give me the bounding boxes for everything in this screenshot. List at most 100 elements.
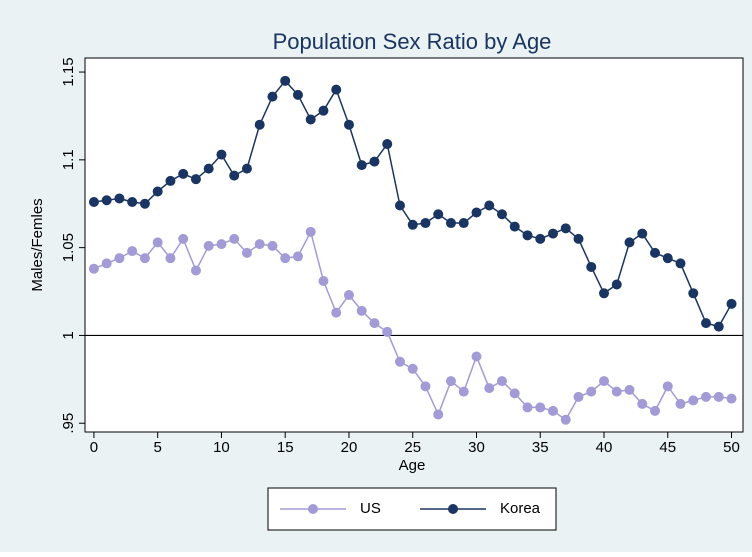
data-point	[152, 186, 163, 197]
y-tick-label: .95	[60, 413, 77, 434]
data-point	[407, 219, 418, 230]
data-point	[650, 247, 661, 258]
data-point	[701, 318, 712, 329]
data-point	[305, 114, 316, 125]
data-point	[637, 228, 648, 239]
data-point	[688, 288, 699, 299]
data-point	[433, 209, 444, 220]
data-point	[726, 393, 737, 404]
x-tick-label: 40	[596, 439, 613, 456]
data-point	[522, 230, 533, 241]
data-point	[152, 237, 163, 248]
data-point	[471, 207, 482, 218]
data-point	[560, 223, 571, 234]
x-tick-label: 30	[468, 439, 485, 456]
data-point	[190, 174, 201, 185]
data-point	[624, 384, 635, 395]
data-point	[560, 414, 571, 425]
data-point	[509, 388, 520, 399]
data-point	[292, 89, 303, 100]
data-point	[229, 233, 240, 244]
data-point	[394, 356, 405, 367]
data-point	[318, 105, 329, 116]
data-point	[394, 200, 405, 211]
data-point	[637, 398, 648, 409]
data-point	[139, 198, 150, 209]
data-point	[343, 290, 354, 301]
y-tick-label: 1.15	[60, 57, 77, 86]
data-point	[547, 228, 558, 239]
data-point	[599, 376, 610, 387]
data-point	[267, 240, 278, 251]
data-point	[229, 170, 240, 181]
data-point	[458, 218, 469, 229]
x-tick-label: 10	[213, 439, 230, 456]
data-point	[586, 261, 597, 272]
data-point	[726, 298, 737, 309]
data-point	[369, 156, 380, 167]
data-point	[420, 381, 431, 392]
data-point	[178, 168, 189, 179]
data-point	[292, 251, 303, 262]
data-point	[573, 233, 584, 244]
x-tick-label: 15	[277, 439, 294, 456]
data-point	[203, 163, 214, 174]
y-tick-label: 1.05	[60, 233, 77, 262]
data-point	[165, 253, 176, 264]
legend-marker	[308, 504, 318, 514]
data-point	[178, 233, 189, 244]
y-tick-label: 1	[60, 331, 77, 339]
data-point	[165, 175, 176, 186]
x-tick-label: 0	[90, 439, 98, 456]
data-point	[318, 275, 329, 286]
data-point	[407, 363, 418, 374]
data-point	[382, 139, 393, 150]
data-point	[484, 383, 495, 394]
x-axis-title: Age	[399, 457, 426, 474]
data-point	[356, 160, 367, 171]
data-point	[713, 391, 724, 402]
data-point	[305, 226, 316, 237]
data-point	[420, 218, 431, 229]
x-tick-label: 45	[659, 439, 676, 456]
x-tick-label: 5	[154, 439, 162, 456]
data-point	[458, 386, 469, 397]
data-point	[331, 307, 342, 318]
data-point	[203, 240, 214, 251]
data-point	[216, 149, 227, 160]
data-point	[88, 196, 99, 207]
data-point	[280, 253, 291, 264]
data-point	[88, 263, 99, 274]
x-tick-label: 50	[723, 439, 740, 456]
data-point	[586, 386, 597, 397]
data-point	[675, 258, 686, 269]
data-point	[611, 279, 622, 290]
data-point	[114, 253, 125, 264]
data-point	[382, 326, 393, 337]
data-point	[496, 209, 507, 220]
legend-label: US	[360, 500, 381, 517]
data-point	[241, 247, 252, 258]
data-point	[280, 75, 291, 86]
data-point	[331, 84, 342, 95]
data-point	[267, 91, 278, 102]
data-point	[484, 200, 495, 211]
data-point	[675, 398, 686, 409]
data-point	[611, 386, 622, 397]
legend-marker	[448, 504, 458, 514]
y-tick-label: 1.1	[60, 149, 77, 170]
data-point	[547, 405, 558, 416]
data-point	[369, 318, 380, 329]
data-point	[535, 233, 546, 244]
data-point	[433, 409, 444, 420]
data-point	[624, 237, 635, 248]
data-point	[688, 395, 699, 406]
plot-area	[84, 57, 744, 433]
data-point	[471, 351, 482, 362]
data-point	[662, 253, 673, 264]
data-point	[445, 376, 456, 387]
data-point	[522, 402, 533, 413]
data-point	[101, 258, 112, 269]
x-tick-label: 25	[404, 439, 421, 456]
